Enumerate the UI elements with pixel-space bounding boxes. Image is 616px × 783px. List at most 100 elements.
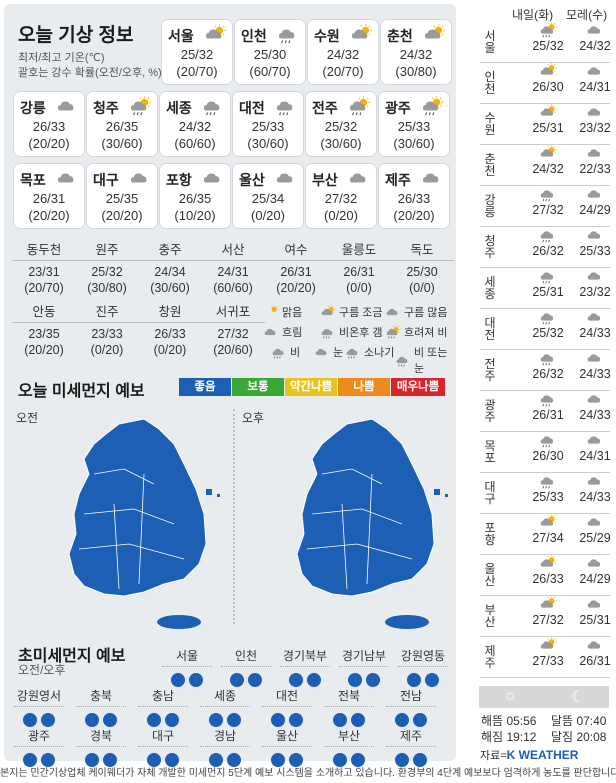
footnote: 본지는 민간기상업체 케이웨더가 자체 개발한 미세먼지 5단계 예보 시스템을… [0, 768, 616, 779]
legend-item: 맑음 [262, 304, 302, 320]
forecast-row: 제주 27/33 26/31 [480, 637, 611, 678]
day-after-header: 모레(수) [566, 8, 608, 22]
day-after-temp: 22/33 [579, 162, 611, 176]
region-name: 경기남부 [339, 647, 389, 667]
region-name: 서울 [162, 647, 212, 667]
city-prob: (20/20) [24, 343, 64, 357]
city-name: 창원 [138, 304, 202, 323]
cloud-icon [262, 325, 280, 339]
tomorrow-temp: 25/33 [532, 490, 564, 504]
day-after-temp: 24/33 [579, 490, 611, 504]
city-name: 대구 [93, 172, 119, 188]
forecast-city: 청주 [484, 234, 496, 260]
pm-level-dot [165, 713, 179, 727]
city-prob: (0/20) [251, 208, 285, 223]
am-level-dot [271, 713, 285, 727]
am-level-dot [147, 753, 161, 767]
city-name: 서귀포 [201, 304, 265, 323]
sun-cloud-icon [537, 63, 559, 79]
am-level-dot [85, 753, 99, 767]
pm-level-dot [227, 713, 241, 727]
fine-dust-region: 대구 [138, 727, 188, 767]
cloud-rain-icon [537, 350, 559, 366]
tomorrow-temp: 27/33 [532, 654, 564, 668]
fine-dust-region: 충북 [76, 687, 126, 727]
pm-level-dot [41, 713, 55, 727]
am-level-dot [209, 713, 223, 727]
city-temp: 23/35 [28, 327, 60, 341]
cloud-icon [347, 168, 371, 188]
sun-cloud-icon [203, 24, 227, 44]
pm-level-dot [103, 753, 117, 767]
city-card: 포항 26/35 (10/20) [160, 164, 230, 228]
sun-cloud-icon [319, 305, 337, 319]
forecast-city: 울산 [484, 562, 496, 588]
forecast-row: 대구 25/33 24/33 [480, 473, 611, 514]
cloud-icon [584, 350, 606, 366]
legend-label: 비 [290, 347, 301, 359]
today-weather-panel: 오늘 기상 정보 최저/최고 기온(℃) 괄호는 강수 확률(오전/오후, %)… [4, 4, 456, 767]
region-name: 충북 [76, 687, 126, 707]
day-after-temp: 24/33 [579, 326, 611, 340]
day-after-temp: 23/32 [579, 285, 611, 299]
sun-icon: ☼ [503, 687, 518, 704]
city-prob: (20/20) [28, 136, 70, 151]
cloud-icon [128, 168, 152, 188]
cloud-rain-icon [276, 24, 300, 44]
city-name: 포항 [166, 172, 192, 188]
city-prob: (30/60) [247, 136, 289, 151]
cloud-rain-icon [537, 391, 559, 407]
sun-moon-bar: ☼ ☾ [479, 686, 609, 708]
city-temp: 25/30 [406, 265, 438, 279]
city-temp: 25/33 [397, 119, 431, 134]
city-card: 강릉 26/33 (20/20) [14, 92, 84, 156]
city-forecast: 안동 23/35 (20/20) [12, 304, 76, 358]
city-name: 강릉 [20, 100, 46, 116]
region-name: 경기북부 [280, 647, 330, 667]
forecast-row: 부산 27/32 25/31 [480, 596, 611, 637]
city-name: 동두천 [12, 242, 76, 261]
city-prob: (0/20) [153, 343, 187, 357]
fine-dust-region: 대전 [262, 687, 312, 727]
city-temp: 26/31 [280, 265, 312, 279]
city-temp: 26/33 [32, 119, 66, 134]
city-prob: (0/20) [90, 343, 124, 357]
am-level-dot [395, 713, 409, 727]
cloud-icon [584, 227, 606, 243]
am-level-dot [333, 753, 347, 767]
region-name: 인천 [221, 647, 271, 667]
tomorrow-temp: 25/32 [532, 39, 564, 53]
city-temp: 25/32 [91, 265, 123, 279]
city-card: 광주 25/33 (30/60) [379, 92, 449, 156]
cloud-rain-icon [274, 96, 298, 116]
am-level-dot [395, 753, 409, 767]
city-temp: 23/33 [91, 327, 123, 341]
forecast-row: 수원 25/31 23/32 [480, 104, 611, 145]
forecast-row: 광주 26/31 24/33 [480, 391, 611, 432]
cloud-rain-icon [537, 309, 559, 325]
city-name: 안동 [12, 304, 76, 323]
cloud-rain-icon [201, 96, 225, 116]
forecast-row: 강릉 27/32 24/29 [480, 186, 611, 227]
city-temp: 27/32 [217, 327, 249, 341]
sunrise-time: 05:56 [506, 714, 537, 728]
forecast-row: 대전 25/32 24/33 [480, 309, 611, 350]
forecast-city: 춘천 [484, 152, 496, 178]
legend-item: 구름 많음 [384, 304, 448, 320]
tomorrow-temp: 27/32 [532, 613, 564, 627]
city-card: 울산 25/34 (0/20) [233, 164, 303, 228]
legend-label: 구름 조금 [339, 307, 383, 319]
tomorrow-temp: 26/33 [532, 572, 564, 586]
fine-dust-region: 경기북부 [280, 647, 330, 687]
city-temp: 25/32 [324, 119, 358, 134]
fine-dust-region: 인천 [221, 647, 271, 687]
cloud-icon [584, 104, 606, 120]
cloud-icon [584, 63, 606, 79]
fine-dust-region: 제주 [386, 727, 436, 767]
day-after-temp: 23/32 [579, 121, 611, 135]
city-name: 여수 [264, 242, 328, 261]
region-name: 경북 [76, 727, 126, 747]
forecast-row: 청주 26/32 25/33 [480, 227, 611, 268]
am-level-dot [147, 713, 161, 727]
cloud-icon [584, 309, 606, 325]
